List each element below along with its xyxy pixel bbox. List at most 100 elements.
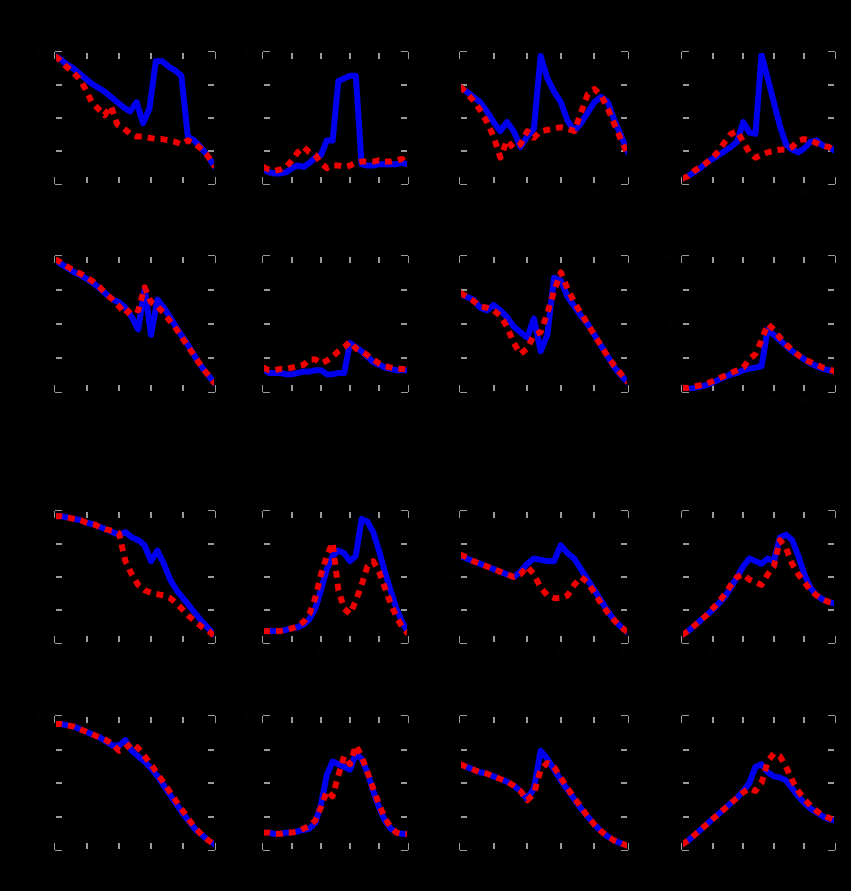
x-tick-label: 60 — [768, 646, 779, 656]
x-tick-label: 20 — [488, 395, 499, 405]
axis-tick — [621, 642, 628, 644]
axis-tick — [263, 183, 270, 185]
axis-tick — [182, 52, 184, 59]
axis-tick — [828, 323, 835, 325]
axis-tick — [828, 642, 835, 644]
axis-tick — [682, 84, 689, 86]
axis-tick — [803, 177, 806, 184]
x-tick-label: 20 — [707, 853, 718, 863]
subplot-r3c2[interactable]: 0 20 40 60 80 100 0 25 50 75 100 — [244, 506, 416, 656]
axis-tick — [378, 52, 380, 59]
axis-tick — [828, 289, 835, 291]
subplot-r2c4[interactable]: 0 20 40 60 80 100 0 25 50 75 100 — [663, 251, 843, 405]
axis-tick — [401, 183, 408, 185]
axis-tick — [55, 642, 62, 644]
y-tick-label: 50 — [40, 319, 51, 329]
axis-tick — [627, 256, 629, 263]
axis-tick — [460, 748, 467, 751]
subplot-r1c1[interactable]: 0 20 40 60 80 100 0 25 50 75 100 — [36, 47, 223, 197]
x-tick-label: 60 — [768, 395, 779, 405]
axis-tick — [742, 511, 745, 518]
series-line-observed — [682, 750, 835, 848]
y-tick-label: 25 — [667, 605, 678, 615]
y-tick-label: 50 — [667, 113, 678, 123]
x-tick-label: 100 — [207, 187, 223, 197]
axis-tick — [621, 391, 628, 393]
subplot-r1c2[interactable]: 0 20 40 60 80 100 0 25 50 75 100 — [244, 47, 416, 197]
subplot-r3c3[interactable]: 0 20 40 60 80 100 0 25 50 75 100 — [441, 506, 636, 656]
axis-tick — [55, 609, 62, 611]
axis-tick — [208, 748, 215, 751]
axis-tick — [378, 177, 380, 184]
axis-tick — [711, 511, 714, 518]
subplot-r2c1[interactable]: 0 20 40 60 80 100 0 25 50 75 100 — [36, 251, 223, 405]
axis-tick — [460, 849, 467, 851]
axis-tick — [208, 117, 215, 119]
subplot-r3c1[interactable]: 0 20 40 60 80 100 0 25 50 75 100 — [36, 506, 223, 656]
subplot-r4c3[interactable]: 0 20 40 60 80 100 0 25 50 75 100 — [441, 711, 636, 863]
axis-tick — [834, 52, 836, 59]
y-tick-label: 100 — [440, 251, 456, 261]
y-tick-label: 100 — [243, 251, 259, 261]
axis-tick — [378, 716, 380, 723]
y-tick-label: 25 — [667, 811, 678, 822]
x-tick-label: 0 — [457, 395, 463, 405]
subplot-r2c3[interactable]: 0 20 40 60 80 100 0 25 50 75 100 — [441, 251, 636, 405]
x-tick-label: 40 — [315, 187, 327, 197]
axis-tick — [150, 511, 152, 518]
axis-tick — [711, 52, 714, 59]
x-tick-label: 80 — [589, 646, 600, 656]
axis-tick — [828, 543, 835, 545]
y-tick-label: 50 — [40, 572, 51, 582]
axes-frame — [263, 511, 408, 643]
y-tick-label: 100 — [440, 47, 456, 57]
axis-tick — [378, 385, 380, 392]
axis-tick — [627, 385, 629, 392]
axis-tick — [401, 289, 408, 291]
axis-tick — [460, 183, 467, 185]
axis-tick — [682, 609, 689, 611]
x-tick-label: 0 — [260, 853, 266, 863]
axis-tick — [682, 391, 689, 393]
axis-tick — [526, 511, 529, 518]
y-tick-label: 50 — [445, 572, 456, 582]
axis-tick — [263, 543, 270, 545]
axes-frame — [263, 52, 408, 184]
y-tick-label: 25 — [40, 811, 51, 822]
axis-tick — [349, 52, 351, 59]
axis-tick — [401, 323, 408, 325]
axis-tick — [803, 843, 806, 850]
subplot-r3c4[interactable]: 0 20 40 60 80 100 0 25 50 75 100 — [663, 506, 843, 656]
y-tick-label: 100 — [35, 251, 51, 261]
axis-tick — [378, 511, 380, 518]
x-tick-label: 20 — [81, 187, 93, 197]
series-line-observed — [55, 53, 215, 169]
subplot-r1c3[interactable]: 0 20 40 60 80 100 0 25 50 75 100 — [441, 47, 636, 197]
axis-tick — [86, 385, 88, 392]
y-tick-label: 0 — [450, 638, 456, 648]
axis-tick — [214, 636, 216, 643]
axis-tick — [118, 52, 120, 59]
axis-tick — [401, 782, 408, 784]
axis-tick — [526, 636, 529, 643]
axis-tick — [460, 391, 467, 393]
subplot-r2c2[interactable]: 0 20 40 60 80 100 0 25 50 75 100 — [244, 251, 416, 405]
axis-tick — [682, 357, 689, 359]
subplot-r4c4[interactable]: 0 20 40 60 80 100 0 25 50 75 100 — [663, 711, 843, 863]
axis-tick — [621, 183, 628, 185]
x-tick-label: 100 — [827, 187, 843, 197]
axis-tick — [682, 323, 689, 325]
y-tick-label: 0 — [45, 179, 51, 189]
plot-area-r1c1 — [55, 52, 215, 170]
x-tick-label: 60 — [145, 395, 157, 405]
axis-tick — [349, 716, 351, 723]
axis-tick — [834, 716, 836, 723]
x-tick-label: 0 — [52, 646, 58, 656]
subplot-r4c1[interactable]: 0 20 40 60 80 100 0 25 50 75 100 — [36, 711, 223, 863]
subplot-r1c4[interactable]: 0 20 40 60 80 100 0 25 50 75 100 — [663, 47, 843, 197]
x-tick-label: 20 — [81, 395, 93, 405]
x-tick-label: 80 — [799, 853, 810, 863]
subplot-r4c2[interactable]: 0 20 40 60 80 100 0 25 50 75 100 — [244, 711, 416, 863]
x-tick-label: 0 — [260, 646, 266, 656]
series-line-observed — [55, 256, 215, 386]
